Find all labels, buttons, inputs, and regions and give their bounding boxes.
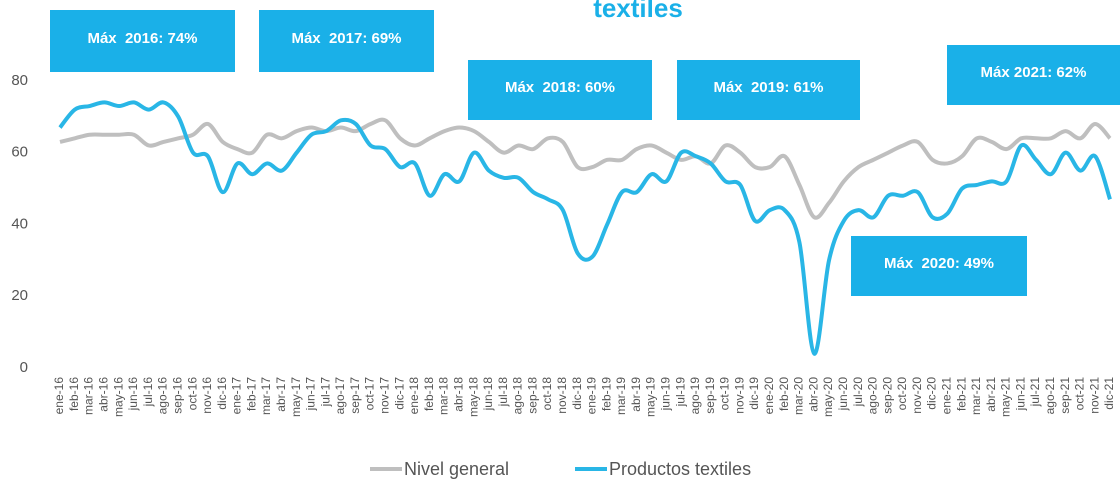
x-tick-label: sep-16: [170, 377, 184, 414]
x-tick-label: ago-20: [866, 377, 880, 415]
x-tick-label: abr-17: [274, 377, 288, 412]
annotation-text: Máx 2016: 74%: [87, 30, 197, 47]
x-tick-label: abr-19: [629, 377, 643, 412]
x-tick-label: sep-19: [703, 377, 717, 414]
x-tick-label: mar-20: [792, 377, 806, 415]
legend-label: Nivel general: [404, 459, 509, 479]
x-tick-label: dic-16: [215, 377, 229, 410]
x-tick-label: mar-19: [614, 377, 628, 415]
x-tick-label: sep-20: [880, 377, 894, 414]
x-tick-label: jun-16: [126, 377, 140, 412]
x-tick-label: may-21: [999, 377, 1013, 417]
x-tick-label: sep-18: [525, 377, 539, 414]
chart-title: textiles: [593, 0, 683, 23]
x-tick-label: nov-16: [200, 377, 214, 414]
x-tick-label: feb-18: [422, 377, 436, 411]
x-tick-label: mar-16: [82, 377, 96, 415]
x-tick-label: nov-20: [910, 377, 924, 414]
x-tick-label: ago-17: [333, 377, 347, 415]
y-tick-label: 40: [11, 215, 28, 232]
x-tick-label: oct-20: [895, 377, 909, 411]
x-tick-label: sep-17: [348, 377, 362, 414]
legend-label: Productos textiles: [609, 459, 751, 479]
x-tick-label: abr-21: [984, 377, 998, 412]
x-tick-label: oct-21: [1073, 377, 1087, 411]
x-tick-label: feb-21: [954, 377, 968, 411]
annotation-box: [947, 45, 1120, 105]
x-tick-label: may-20: [821, 377, 835, 417]
x-tick-label: may-16: [111, 377, 125, 417]
x-tick-label: dic-17: [392, 377, 406, 410]
y-tick-label: 80: [11, 72, 28, 89]
annotation-text: Máx 2018: 60%: [505, 79, 615, 96]
x-tick-label: ene-17: [230, 377, 244, 415]
x-tick-label: dic-18: [570, 377, 584, 410]
x-tick-label: may-19: [644, 377, 658, 417]
y-tick-label: 0: [20, 359, 28, 376]
x-tick-label: dic-20: [925, 377, 939, 410]
x-tick-label: jul-18: [496, 377, 510, 408]
x-tick-label: may-18: [466, 377, 480, 417]
annotation-box: [259, 10, 434, 72]
x-tick-label: nov-17: [378, 377, 392, 414]
x-tick-label: ago-19: [688, 377, 702, 415]
x-tick-label: ene-18: [407, 377, 421, 415]
x-tick-label: feb-19: [599, 377, 613, 411]
x-tick-label: nov-21: [1087, 377, 1101, 414]
x-tick-label: abr-18: [451, 377, 465, 412]
x-tick-label: abr-20: [806, 377, 820, 412]
x-tick-label: ago-21: [1043, 377, 1057, 415]
x-tick-label: dic-19: [747, 377, 761, 410]
x-tick-label: ago-18: [511, 377, 525, 415]
x-tick-label: nov-19: [732, 377, 746, 414]
y-tick-label: 60: [11, 144, 28, 161]
x-tick-label: feb-16: [67, 377, 81, 411]
series-line: [58, 100, 1112, 356]
annotation-box: [50, 10, 235, 72]
x-tick-label: mar-17: [259, 377, 273, 415]
x-tick-label: jun-21: [1013, 377, 1027, 412]
annotation-box: [468, 60, 652, 120]
annotation-text: Máx 2019: 61%: [713, 79, 823, 96]
annotation-text: Máx 2021: 62%: [981, 64, 1087, 81]
x-tick-label: ene-19: [585, 377, 599, 415]
x-tick-label: abr-16: [97, 377, 111, 412]
x-tick-label: ago-16: [156, 377, 170, 415]
x-tick-label: nov-18: [555, 377, 569, 414]
x-tick-label: jul-21: [1028, 377, 1042, 408]
x-tick-label: ene-20: [762, 377, 776, 415]
x-tick-label: mar-18: [437, 377, 451, 415]
x-tick-label: jun-18: [481, 377, 495, 412]
x-tick-label: dic-21: [1102, 377, 1116, 410]
x-tick-label: jul-17: [318, 377, 332, 408]
x-tick-label: oct-18: [540, 377, 554, 411]
annotation-text: Máx 2020: 49%: [884, 255, 994, 272]
x-tick-label: mar-21: [969, 377, 983, 415]
series-line: [59, 117, 1112, 220]
annotation-text: Máx 2017: 69%: [291, 30, 401, 47]
y-tick-label: 20: [11, 287, 28, 304]
x-tick-label: jul-16: [141, 377, 155, 408]
annotation-box: [677, 60, 860, 120]
x-tick-label: sep-21: [1058, 377, 1072, 414]
x-tick-label: feb-17: [244, 377, 258, 411]
x-tick-label: ene-16: [52, 377, 66, 415]
x-tick-label: may-17: [289, 377, 303, 417]
x-tick-label: jun-19: [659, 377, 673, 412]
x-tick-label: jun-17: [304, 377, 318, 412]
x-tick-label: feb-20: [777, 377, 791, 411]
annotation-box: [851, 236, 1027, 296]
x-tick-label: oct-16: [185, 377, 199, 411]
x-tick-label: jul-19: [673, 377, 687, 408]
x-tick-label: jul-20: [851, 377, 865, 408]
x-tick-label: ene-21: [939, 377, 953, 415]
x-tick-label: oct-17: [363, 377, 377, 411]
x-tick-label: oct-19: [718, 377, 732, 411]
x-tick-label: jun-20: [836, 377, 850, 412]
